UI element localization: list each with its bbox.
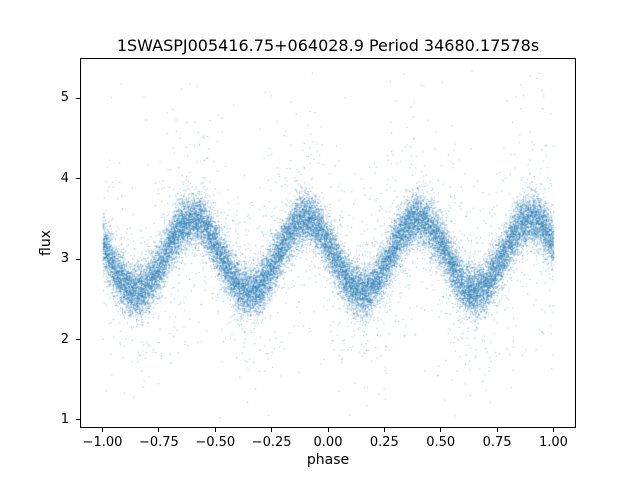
y-tick-mark <box>76 419 80 421</box>
x-tick-label: 0.75 <box>482 435 512 450</box>
scatter-points-canvas <box>80 58 576 428</box>
x-tick-mark <box>102 428 104 432</box>
x-tick-mark <box>271 428 273 432</box>
y-tick-mark <box>76 178 80 180</box>
x-tick-label: −0.25 <box>251 435 292 450</box>
x-tick-label: 0.25 <box>369 435 399 450</box>
x-tick-label: 0.50 <box>426 435 456 450</box>
y-tick-label: 4 <box>60 170 69 186</box>
x-tick-mark <box>383 428 385 432</box>
x-tick-mark <box>440 428 442 432</box>
x-tick-label: 0.00 <box>313 435 343 450</box>
x-tick-mark <box>552 428 554 432</box>
x-tick-label: −1.00 <box>82 435 123 450</box>
x-tick-mark <box>158 428 160 432</box>
x-tick-mark <box>496 428 498 432</box>
x-tick-label: −0.75 <box>138 435 179 450</box>
x-tick-label: 1.00 <box>538 435 568 450</box>
y-tick-mark <box>76 258 80 260</box>
x-tick-label: −0.50 <box>195 435 236 450</box>
y-axis-label: flux <box>38 230 54 256</box>
y-tick-label: 3 <box>60 251 69 267</box>
x-axis-label: phase <box>306 452 350 468</box>
y-tick-label: 5 <box>60 90 69 106</box>
chart-title: 1SWASPJ005416.75+064028.9 Period 34680.1… <box>116 36 540 55</box>
x-tick-mark <box>327 428 329 432</box>
y-tick-label: 2 <box>60 331 69 347</box>
x-tick-mark <box>214 428 216 432</box>
y-tick-mark <box>76 97 80 99</box>
y-tick-label: 1 <box>60 411 69 427</box>
y-tick-mark <box>76 339 80 341</box>
